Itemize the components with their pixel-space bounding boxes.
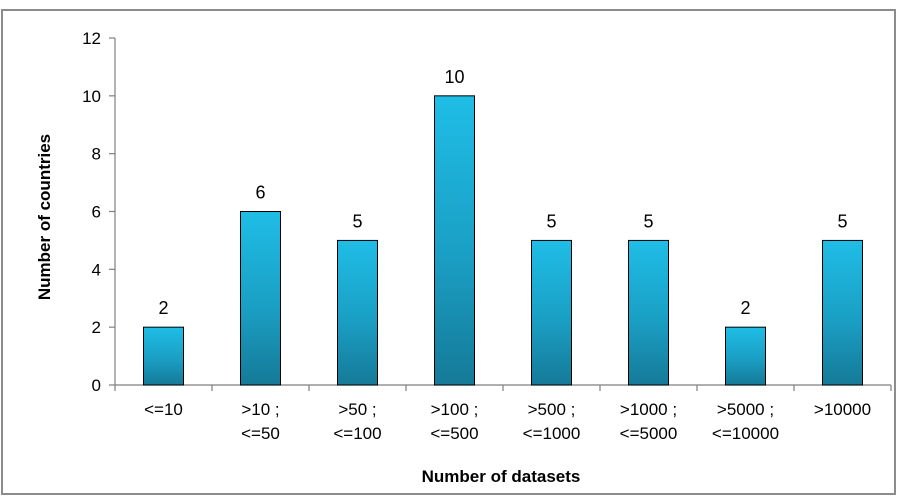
bar	[822, 239, 863, 386]
data-label: 5	[352, 211, 362, 231]
data-label: 2	[158, 298, 168, 318]
bar	[725, 326, 766, 386]
y-tick-label: 0	[92, 376, 101, 395]
bar	[337, 239, 378, 386]
bars	[143, 95, 863, 386]
bar	[628, 239, 669, 386]
data-label: 10	[444, 67, 464, 87]
y-tick-label: 8	[92, 145, 101, 164]
x-tick-label: >5000 ; <=10000	[712, 400, 779, 443]
data-label: 5	[546, 211, 556, 231]
data-label: 5	[837, 211, 847, 231]
y-axis-title: Number of countries	[35, 134, 54, 300]
y-tick-label: 6	[92, 203, 101, 222]
data-label: 6	[255, 183, 265, 203]
x-tick-label: >100 ; <=500	[430, 400, 478, 443]
y-tick-label: 2	[92, 318, 101, 337]
data-label: 5	[643, 211, 653, 231]
x-tick-label: >10 ; <=50	[241, 400, 280, 443]
x-tick-label: >50 ; <=100	[333, 400, 381, 443]
y-axis: 0 2 4 6 8 10 12	[82, 29, 116, 395]
x-tick-label: >500 ; <=1000	[523, 400, 581, 443]
data-label: 2	[740, 298, 750, 318]
bar	[240, 211, 281, 386]
x-tick-label: >1000 ; <=5000	[620, 400, 678, 443]
x-tick-label: <=10	[144, 400, 183, 419]
y-tick-label: 4	[92, 260, 101, 279]
bar	[143, 326, 184, 386]
bar	[434, 95, 475, 386]
bar	[531, 239, 572, 386]
y-tick-label: 12	[82, 29, 101, 48]
x-tick-label: >10000	[814, 400, 871, 419]
x-axis-title: Number of datasets	[422, 467, 581, 486]
data-labels: 2 6 5 10 5 5 2 5	[158, 67, 847, 318]
x-axis: <=10 >10 ; <=50 >50 ; <=100 >100 ; <=500 >500 ;…	[114, 384, 892, 443]
y-tick-label: 10	[82, 87, 101, 106]
